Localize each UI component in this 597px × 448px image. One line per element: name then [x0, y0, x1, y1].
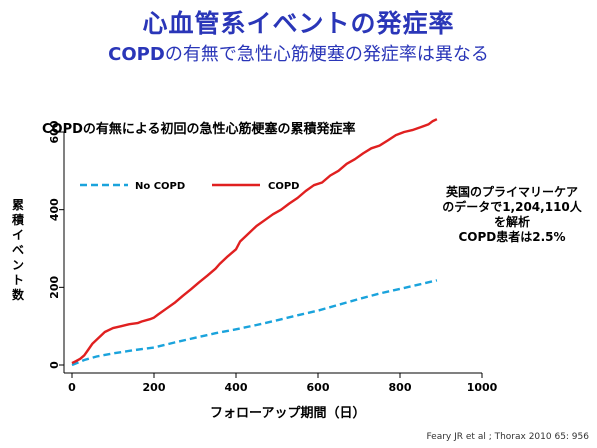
x-axis-label: フォローアップ期間（日）	[210, 406, 366, 421]
x-tick-label: 0	[68, 381, 76, 394]
series-line-no-copd	[71, 279, 438, 367]
annotation-line: を解析	[493, 215, 530, 229]
y-tick-label: 200	[48, 276, 61, 299]
y-tick-label: 400	[48, 198, 61, 221]
x-tick-label: 1000	[467, 381, 498, 394]
subtitle-emphasis: COPD	[108, 44, 165, 65]
x-tick-label: 200	[143, 381, 166, 394]
annotation-line: 英国のプライマリーケア	[445, 185, 578, 199]
legend-label: COPD	[268, 181, 299, 192]
y-tick-label: 600	[48, 120, 61, 143]
annotation-line: のデータで1,204,110人	[442, 200, 582, 214]
slide-subtitle: COPDの有無で急性心筋梗塞の発症率は異なる	[0, 40, 597, 66]
chart-title: COPDの有無による初回の急性心筋梗塞の累積発症率	[42, 122, 356, 137]
y-axis-label: 累積イベント数	[11, 198, 24, 302]
series-line-copd	[71, 118, 438, 365]
legend-label: No COPD	[135, 181, 185, 192]
annotation-line: COPD患者は2.5%	[458, 230, 566, 244]
y-tick-label: 0	[48, 361, 61, 369]
subtitle-text: の有無で急性心筋梗塞の発症率は異なる	[164, 44, 489, 65]
slide-title: 心血管系イベントの発症率	[142, 9, 455, 38]
annotation-box: 英国のプライマリーケア のデータで1,204,110人 を解析 COPD患者は2…	[432, 185, 592, 245]
x-tick-label: 800	[389, 381, 412, 394]
x-tick-label: 400	[225, 381, 248, 394]
source-citation: Feary JR et al ; Thorax 2010 65: 956	[426, 432, 590, 442]
x-tick-label: 600	[307, 381, 330, 394]
